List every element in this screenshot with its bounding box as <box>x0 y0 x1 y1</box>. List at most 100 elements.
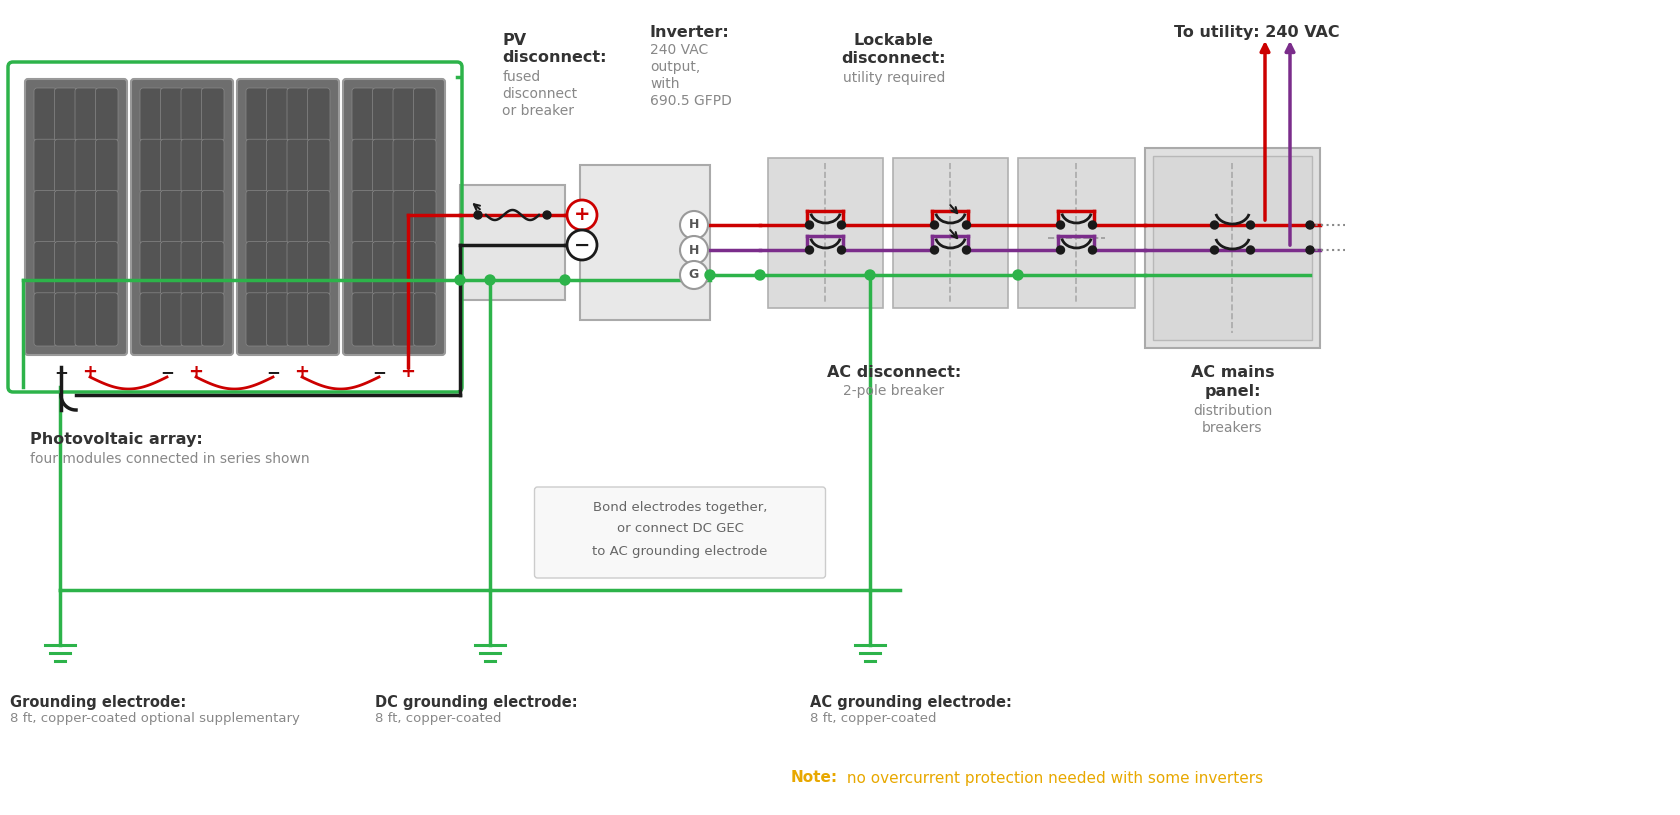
FancyBboxPatch shape <box>351 293 375 346</box>
FancyBboxPatch shape <box>267 293 289 346</box>
Text: G: G <box>689 268 699 281</box>
FancyBboxPatch shape <box>202 241 223 295</box>
FancyBboxPatch shape <box>768 158 882 308</box>
Text: with: with <box>650 77 679 91</box>
FancyBboxPatch shape <box>580 165 709 320</box>
FancyBboxPatch shape <box>139 293 163 346</box>
Text: Lockable: Lockable <box>853 33 934 48</box>
Text: 690.5 GFPD: 690.5 GFPD <box>650 94 731 108</box>
Circle shape <box>455 275 465 285</box>
FancyBboxPatch shape <box>25 79 128 355</box>
Circle shape <box>1055 221 1063 229</box>
FancyBboxPatch shape <box>245 241 269 295</box>
Circle shape <box>680 236 707 264</box>
FancyBboxPatch shape <box>181 88 203 141</box>
FancyBboxPatch shape <box>181 191 203 244</box>
FancyBboxPatch shape <box>1018 158 1134 308</box>
Text: −: − <box>265 363 281 381</box>
FancyBboxPatch shape <box>76 191 97 244</box>
FancyBboxPatch shape <box>343 79 445 355</box>
Text: Grounding electrode:: Grounding electrode: <box>10 695 186 710</box>
FancyBboxPatch shape <box>76 241 97 295</box>
FancyBboxPatch shape <box>373 139 395 192</box>
Text: AC mains: AC mains <box>1189 365 1273 380</box>
Text: fused: fused <box>502 70 541 84</box>
FancyBboxPatch shape <box>393 191 415 244</box>
FancyBboxPatch shape <box>96 139 118 192</box>
Text: 2-pole breaker: 2-pole breaker <box>843 384 944 398</box>
FancyBboxPatch shape <box>160 191 183 244</box>
Text: −: − <box>573 236 590 254</box>
Text: disconnect:: disconnect: <box>842 51 946 66</box>
Text: utility required: utility required <box>842 71 944 85</box>
FancyBboxPatch shape <box>76 293 97 346</box>
FancyBboxPatch shape <box>54 241 77 295</box>
Text: +: + <box>188 363 203 381</box>
Text: to AC grounding electrode: to AC grounding electrode <box>591 544 768 557</box>
FancyBboxPatch shape <box>413 293 435 346</box>
FancyBboxPatch shape <box>287 191 309 244</box>
FancyBboxPatch shape <box>413 88 435 141</box>
FancyBboxPatch shape <box>54 293 77 346</box>
Text: AC disconnect:: AC disconnect: <box>827 365 961 380</box>
FancyBboxPatch shape <box>34 139 57 192</box>
Circle shape <box>566 230 596 260</box>
Circle shape <box>963 221 969 229</box>
FancyBboxPatch shape <box>34 88 57 141</box>
Circle shape <box>543 211 551 219</box>
Text: PV: PV <box>502 33 526 48</box>
FancyBboxPatch shape <box>202 191 223 244</box>
FancyBboxPatch shape <box>287 241 309 295</box>
FancyBboxPatch shape <box>139 139 163 192</box>
FancyBboxPatch shape <box>245 88 269 141</box>
FancyBboxPatch shape <box>54 139 77 192</box>
Circle shape <box>1089 246 1095 254</box>
FancyBboxPatch shape <box>1152 156 1310 340</box>
FancyBboxPatch shape <box>413 139 435 192</box>
Circle shape <box>805 246 813 254</box>
Text: distribution: distribution <box>1193 404 1272 418</box>
FancyBboxPatch shape <box>892 158 1008 308</box>
FancyBboxPatch shape <box>267 241 289 295</box>
FancyBboxPatch shape <box>96 191 118 244</box>
Text: 8 ft, copper-coated: 8 ft, copper-coated <box>810 712 936 725</box>
Text: panel:: panel: <box>1203 384 1260 399</box>
FancyBboxPatch shape <box>245 191 269 244</box>
FancyBboxPatch shape <box>181 293 203 346</box>
FancyBboxPatch shape <box>287 293 309 346</box>
FancyBboxPatch shape <box>96 293 118 346</box>
FancyBboxPatch shape <box>307 191 329 244</box>
FancyBboxPatch shape <box>237 79 339 355</box>
FancyBboxPatch shape <box>307 88 329 141</box>
FancyBboxPatch shape <box>413 241 435 295</box>
FancyBboxPatch shape <box>307 241 329 295</box>
FancyBboxPatch shape <box>287 88 309 141</box>
Text: output,: output, <box>650 60 701 74</box>
Text: AC grounding electrode:: AC grounding electrode: <box>810 695 1011 710</box>
FancyBboxPatch shape <box>267 139 289 192</box>
FancyBboxPatch shape <box>139 88 163 141</box>
FancyBboxPatch shape <box>34 241 57 295</box>
Circle shape <box>1210 246 1218 254</box>
Circle shape <box>837 246 845 254</box>
FancyBboxPatch shape <box>393 88 415 141</box>
FancyBboxPatch shape <box>34 191 57 244</box>
FancyBboxPatch shape <box>373 88 395 141</box>
FancyBboxPatch shape <box>267 191 289 244</box>
FancyBboxPatch shape <box>139 241 163 295</box>
FancyBboxPatch shape <box>245 139 269 192</box>
Text: H: H <box>689 244 699 257</box>
Text: H: H <box>689 218 699 231</box>
Text: +: + <box>82 363 97 381</box>
FancyBboxPatch shape <box>34 293 57 346</box>
Circle shape <box>931 221 937 229</box>
Circle shape <box>1013 270 1023 280</box>
Text: disconnect:: disconnect: <box>502 50 606 65</box>
Circle shape <box>1247 221 1253 229</box>
Circle shape <box>837 221 845 229</box>
Text: +: + <box>400 363 415 381</box>
FancyBboxPatch shape <box>160 139 183 192</box>
Circle shape <box>1305 221 1314 229</box>
FancyBboxPatch shape <box>181 139 203 192</box>
FancyBboxPatch shape <box>139 191 163 244</box>
